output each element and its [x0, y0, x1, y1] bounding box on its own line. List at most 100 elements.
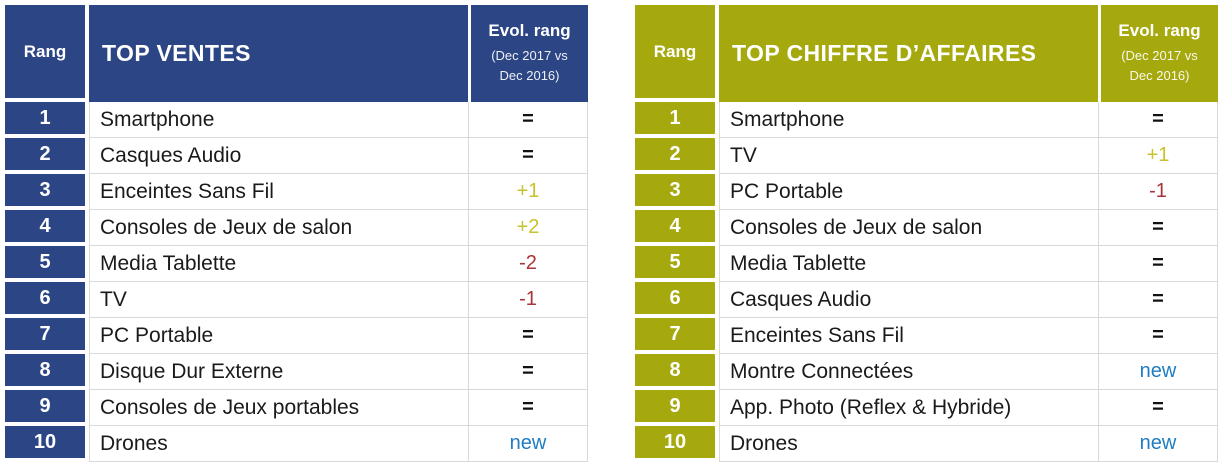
table-row: 4 Consoles de Jeux de salon =: [635, 210, 1218, 246]
table-row: 3 PC Portable -1: [635, 174, 1218, 210]
table-body: 1 Smartphone = 2 Casques Audio = 3 Enceintes Sa…: [5, 102, 588, 462]
rank-cell: 8: [635, 354, 715, 390]
evolution-cell: =: [1098, 246, 1218, 282]
rank-cell: 9: [5, 390, 85, 426]
rank-cell: 8: [5, 354, 85, 390]
evolution-cell: -1: [468, 282, 588, 318]
rank-cell: 9: [635, 390, 715, 426]
evolution-cell: new: [1098, 426, 1218, 462]
evolution-cell: -1: [1098, 174, 1218, 210]
evolution-column-header: Evol. rang (Dec 2017 vs Dec 2016): [468, 5, 588, 102]
product-name-cell: PC Portable: [89, 318, 468, 354]
rank-cell: 3: [5, 174, 85, 210]
evolution-header-label: Evol. rang: [488, 20, 571, 40]
table-row: 5 Media Tablette =: [635, 246, 1218, 282]
product-name-cell: Drones: [719, 426, 1098, 462]
product-name-cell: Consoles de Jeux portables: [89, 390, 468, 426]
product-name-cell: Smartphone: [719, 102, 1098, 138]
table-row: 7 PC Portable =: [5, 318, 588, 354]
evolution-cell: =: [468, 354, 588, 390]
table-row: 6 TV -1: [5, 282, 588, 318]
product-name-cell: Drones: [89, 426, 468, 462]
evolution-cell: +1: [468, 174, 588, 210]
table-row: 6 Casques Audio =: [635, 282, 1218, 318]
table-row: 1 Smartphone =: [5, 102, 588, 138]
rank-cell: 6: [5, 282, 85, 318]
rank-cell: 2: [5, 138, 85, 174]
product-name-cell: PC Portable: [719, 174, 1098, 210]
rank-cell: 4: [635, 210, 715, 246]
top-chiffre-affaires-table: Rang TOP CHIFFRE D’AFFAIRES Evol. rang (…: [635, 5, 1218, 462]
rank-cell: 5: [635, 246, 715, 282]
evolution-cell: +2: [468, 210, 588, 246]
product-name-cell: Media Tablette: [719, 246, 1098, 282]
evolution-cell: =: [1098, 102, 1218, 138]
product-name-cell: App. Photo (Reflex & Hybride): [719, 390, 1098, 426]
table-row: 3 Enceintes Sans Fil +1: [5, 174, 588, 210]
evolution-cell: new: [1098, 354, 1218, 390]
product-name-cell: TV: [89, 282, 468, 318]
evolution-cell: =: [1098, 318, 1218, 354]
table-row: 4 Consoles de Jeux de salon +2: [5, 210, 588, 246]
header-main-block: TOP CHIFFRE D’AFFAIRES Evol. rang (Dec 2…: [719, 5, 1218, 102]
product-name-cell: Montre Connectées: [719, 354, 1098, 390]
evolution-cell: +1: [1098, 138, 1218, 174]
evolution-cell: =: [468, 390, 588, 426]
evolution-header-label: Evol. rang: [1118, 20, 1201, 40]
rank-column-header: Rang: [5, 5, 85, 102]
rank-cell: 5: [5, 246, 85, 282]
rank-cell: 1: [635, 102, 715, 138]
rank-cell: 6: [635, 282, 715, 318]
product-name-cell: TV: [719, 138, 1098, 174]
evolution-header-subtext: Dec 2016): [1129, 68, 1190, 83]
rank-cell: 1: [5, 102, 85, 138]
evolution-cell: =: [468, 102, 588, 138]
product-name-cell: Smartphone: [89, 102, 468, 138]
table-row: 9 App. Photo (Reflex & Hybride) =: [635, 390, 1218, 426]
rank-column-header: Rang: [635, 5, 715, 102]
rank-cell: 2: [635, 138, 715, 174]
top-ventes-table: Rang TOP VENTES Evol. rang (Dec 2017 vs …: [5, 5, 588, 462]
evolution-cell: -2: [468, 246, 588, 282]
table-header: Rang TOP CHIFFRE D’AFFAIRES Evol. rang (…: [635, 5, 1218, 102]
product-name-cell: Consoles de Jeux de salon: [89, 210, 468, 246]
evolution-cell: =: [468, 138, 588, 174]
product-name-cell: Casques Audio: [89, 138, 468, 174]
evolution-header-subtext: (Dec 2017 vs: [1121, 47, 1198, 63]
product-name-cell: Disque Dur Externe: [89, 354, 468, 390]
table-row: 10 Drones new: [5, 426, 588, 462]
rank-cell: 4: [5, 210, 85, 246]
table-row: 1 Smartphone =: [635, 102, 1218, 138]
table-header: Rang TOP VENTES Evol. rang (Dec 2017 vs …: [5, 5, 588, 102]
table-row: 8 Disque Dur Externe =: [5, 354, 588, 390]
evolution-column-header: Evol. rang (Dec 2017 vs Dec 2016): [1098, 5, 1218, 102]
product-name-cell: Enceintes Sans Fil: [89, 174, 468, 210]
evolution-cell: new: [468, 426, 588, 462]
header-main-block: TOP VENTES Evol. rang (Dec 2017 vs Dec 2…: [89, 5, 588, 102]
evolution-cell: =: [1098, 210, 1218, 246]
rank-cell: 7: [635, 318, 715, 354]
product-name-cell: Enceintes Sans Fil: [719, 318, 1098, 354]
table-row: 2 TV +1: [635, 138, 1218, 174]
evolution-cell: =: [1098, 282, 1218, 318]
evolution-header-subtext: (Dec 2017 vs: [491, 47, 568, 63]
table-row: 9 Consoles de Jeux portables =: [5, 390, 588, 426]
table-title: TOP CHIFFRE D’AFFAIRES: [732, 40, 1037, 66]
rank-cell: 10: [635, 426, 715, 462]
rank-cell: 10: [5, 426, 85, 462]
table-row: 7 Enceintes Sans Fil =: [635, 318, 1218, 354]
table-row: 2 Casques Audio =: [5, 138, 588, 174]
table-body: 1 Smartphone = 2 TV +1 3 PC Portable -1 4 Consoles…: [635, 102, 1218, 462]
evolution-cell: =: [1098, 390, 1218, 426]
product-name-cell: Casques Audio: [719, 282, 1098, 318]
table-row: 8 Montre Connectées new: [635, 354, 1218, 390]
product-name-cell: Consoles de Jeux de salon: [719, 210, 1098, 246]
table-row: 5 Media Tablette -2: [5, 246, 588, 282]
rank-cell: 3: [635, 174, 715, 210]
table-row: 10 Drones new: [635, 426, 1218, 462]
rank-cell: 7: [5, 318, 85, 354]
evolution-cell: =: [468, 318, 588, 354]
product-name-cell: Media Tablette: [89, 246, 468, 282]
evolution-header-subtext: Dec 2016): [499, 68, 560, 83]
